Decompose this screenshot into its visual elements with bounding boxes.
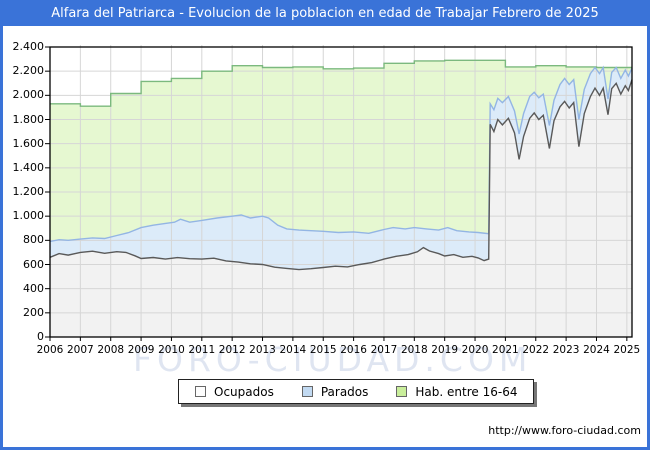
x-axis-tick-label: 2023 — [552, 344, 580, 356]
x-axis-tick-label: 2022 — [522, 344, 550, 356]
y-axis-tick-label: 800 — [23, 233, 44, 247]
line-ocupados-parados — [49, 65, 633, 243]
y-axis-tick-label: 400 — [23, 281, 44, 295]
y-axis-tick-label: 2.200 — [12, 64, 45, 78]
y-axis-tick-label: 200 — [23, 305, 44, 319]
legend-item: Hab. entre 16-64 — [396, 385, 517, 399]
y-axis-tick-label: 1.400 — [12, 160, 45, 174]
legend-swatch-icon — [195, 386, 206, 397]
legend-label: Parados — [320, 384, 369, 399]
x-axis-tick-label: 2024 — [583, 344, 610, 356]
legend-label: Ocupados — [214, 384, 274, 399]
line-hab-entre-16-64 — [50, 59, 632, 107]
x-axis-tick-label: 2009 — [127, 344, 155, 356]
y-axis-tick-label: 1.600 — [12, 136, 45, 150]
area-ocupados — [50, 79, 632, 337]
x-axis-tick-label: 2013 — [249, 344, 276, 356]
x-axis-tick-label: 2016 — [340, 344, 367, 356]
y-axis-tick-label: 1.000 — [12, 209, 45, 223]
y-axis-tick-label: 1.200 — [12, 185, 45, 198]
chart-title: Alfara del Patriarca - Evolucion de la p… — [0, 0, 650, 26]
y-axis-tick-label: 2.000 — [12, 88, 45, 102]
x-axis-tick-label: 2007 — [66, 344, 94, 356]
y-axis-tick-label: 1.800 — [12, 112, 45, 126]
legend-item: Ocupados — [195, 385, 274, 399]
x-axis-tick-label: 2006 — [36, 344, 64, 356]
legend-item: Parados — [301, 384, 369, 399]
x-axis-tick-label: 2021 — [492, 344, 519, 356]
x-axis-tick-label: 2020 — [461, 344, 489, 356]
legend-swatch-icon — [396, 386, 408, 397]
legend-box: Ocupados Parados Hab. entre 16-64 — [178, 379, 535, 404]
y-axis-tick-label: 600 — [23, 257, 44, 271]
x-axis-tick-label: 2017 — [370, 344, 398, 356]
x-axis-tick-label: 2025 — [613, 344, 641, 356]
x-axis-tick-label: 2019 — [431, 344, 459, 356]
footer-url-text: http://www.foro-ciudad.com — [488, 424, 641, 437]
x-axis-tick-label: 2010 — [158, 344, 185, 356]
legend-label: Hab. entre 16-64 — [415, 384, 518, 399]
x-axis-tick-label: 2014 — [279, 344, 307, 356]
line-ocupados — [49, 79, 633, 271]
legend-swatch-icon — [301, 386, 313, 397]
x-axis-tick-label: 2015 — [309, 344, 337, 356]
x-axis-tick-label: 2011 — [188, 344, 216, 356]
chart-plot-area — [45, 45, 633, 341]
x-axis-tick-label: 2012 — [218, 344, 246, 356]
watermark-text: FORO-CIUDAD.COM — [133, 340, 533, 379]
y-axis-tick-label: 0 — [37, 330, 44, 343]
x-axis-tick-label: 2008 — [97, 344, 125, 356]
y-axis-tick-label: 2.400 — [12, 40, 45, 53]
x-axis-tick-label: 2018 — [400, 344, 428, 356]
